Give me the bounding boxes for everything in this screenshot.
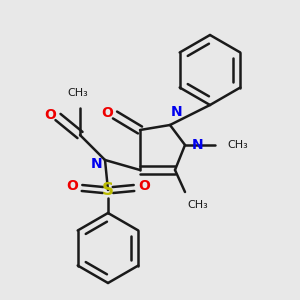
Text: S: S [102,181,114,199]
Text: N: N [91,157,103,171]
Text: CH₃: CH₃ [187,200,208,210]
Text: N: N [192,138,204,152]
Text: O: O [66,179,78,193]
Text: CH₃: CH₃ [68,88,88,98]
Text: O: O [138,179,150,193]
Text: CH₃: CH₃ [227,140,248,150]
Text: O: O [44,108,56,122]
Text: N: N [171,105,183,119]
Text: O: O [101,106,113,120]
